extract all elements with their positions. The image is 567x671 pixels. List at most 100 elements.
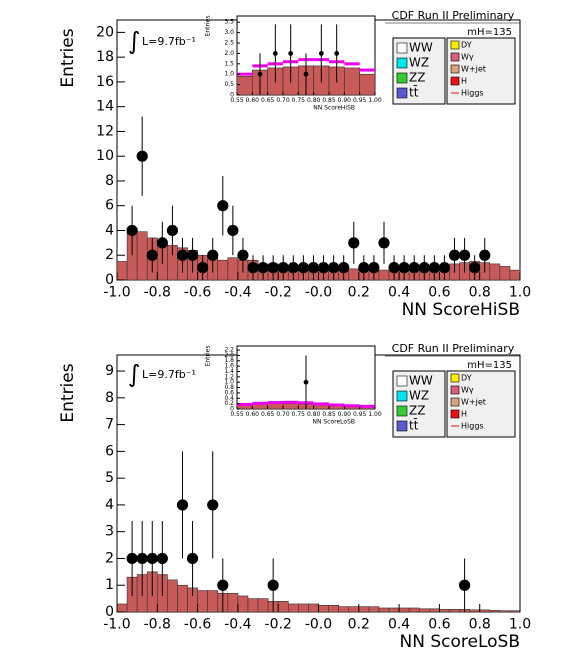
histogram-bar <box>358 606 370 613</box>
x-tick-label: 0.80 <box>307 97 321 104</box>
histogram-bar <box>257 598 269 613</box>
x-tick-label: -1.0 <box>103 617 130 633</box>
histogram-bar <box>313 404 330 410</box>
legend-label: tt̄ <box>409 85 419 99</box>
inset-x-label: NN ScoreHiSB <box>313 105 355 112</box>
y-tick-label: 20 <box>96 24 114 40</box>
histogram-bar <box>282 403 299 410</box>
data-point <box>176 249 189 261</box>
data-point <box>448 249 461 261</box>
histogram-bar <box>348 268 360 281</box>
data-point <box>186 249 199 261</box>
y-tick-label: 2.5 <box>224 40 234 47</box>
x-tick-label: 0.2 <box>348 285 370 301</box>
x-tick-label: -0.4 <box>224 617 251 633</box>
x-tick-label: 0.2 <box>348 617 370 633</box>
x-tick-label: 0.70 <box>276 97 290 104</box>
legend-label: DY <box>461 41 472 50</box>
data-point <box>307 262 320 274</box>
data-point <box>318 51 324 56</box>
data-point <box>334 51 340 56</box>
y-tick-label: 7 <box>105 417 114 433</box>
x-tick-label: 0.60 <box>246 97 260 104</box>
y-tick-label: 0.4 <box>224 395 234 402</box>
y-axis-label: Entries <box>58 28 78 87</box>
data-point <box>303 379 309 385</box>
x-tick-label: 1.00 <box>368 411 382 418</box>
y-tick-label: 4 <box>105 497 114 513</box>
y-axis-label: Entries <box>58 363 78 422</box>
x-tick-label: 1.0 <box>509 617 531 633</box>
y-tick-label: 1 <box>105 577 114 593</box>
y-tick-label: 2 <box>105 247 114 263</box>
legend-swatch <box>450 373 460 383</box>
x-axis-label: NN ScoreHiSB <box>402 300 520 320</box>
legend-label: Wγ <box>461 53 474 62</box>
x-tick-label: 0.85 <box>322 97 336 104</box>
histogram-bar <box>267 403 284 410</box>
histogram-bar <box>509 269 521 281</box>
histogram-bar <box>378 269 390 281</box>
y-tick-label: 6 <box>105 198 114 214</box>
legend-label: WW <box>409 41 433 55</box>
data-point <box>207 249 219 261</box>
histogram-bar <box>136 231 148 281</box>
y-tick-label: 14 <box>96 99 114 115</box>
x-tick-label: 0.8 <box>469 285 491 301</box>
data-point <box>358 262 370 274</box>
data-point <box>428 262 440 274</box>
histogram-bar <box>499 266 511 281</box>
legend-label: Wγ <box>461 386 474 395</box>
y-tick-label: 1.0 <box>224 379 234 386</box>
legend-label: ZZ <box>409 404 425 418</box>
legend-label: WW <box>409 374 433 388</box>
luminosity: L=9.7fb⁻¹ <box>142 35 196 48</box>
data-point <box>272 51 278 56</box>
legend-swatch <box>396 420 408 432</box>
y-tick-label: 12 <box>96 123 114 139</box>
x-tick-label: 0.90 <box>338 411 352 418</box>
y-tick-label: 8 <box>105 390 114 406</box>
y-tick-label: 4 <box>105 222 114 238</box>
histogram-bar <box>116 261 128 281</box>
x-tick-label: 1.00 <box>368 97 382 104</box>
y-tick-label: 2.0 <box>224 50 234 57</box>
data-point <box>136 150 148 162</box>
histogram-bar <box>368 606 380 613</box>
histogram-bar <box>277 600 289 613</box>
x-tick-label: -0.0 <box>305 617 332 633</box>
histogram-bar <box>247 598 259 613</box>
data-point <box>126 224 138 237</box>
data-point <box>408 262 420 274</box>
data-point <box>197 262 209 274</box>
legend-label: DY <box>461 374 472 383</box>
histogram-bar <box>449 609 460 613</box>
x-tick-label: 0.8 <box>469 617 491 633</box>
histogram-bar <box>308 603 319 613</box>
histogram-bar <box>207 590 219 613</box>
x-tick-label: 0.55 <box>230 97 244 104</box>
x-tick-label: 0.4 <box>388 285 410 301</box>
y-tick-label: 0 <box>230 92 234 99</box>
histogram-bar <box>479 609 491 613</box>
histogram-bar <box>388 607 400 613</box>
data-point <box>126 552 138 565</box>
data-point <box>186 552 199 565</box>
y-tick-label: 1.5 <box>224 60 234 67</box>
x-tick-label: -0.4 <box>224 285 251 301</box>
data-point <box>146 552 158 565</box>
legend-swatch <box>450 397 460 407</box>
data-point <box>267 579 279 591</box>
legend-swatch <box>450 409 460 419</box>
inset-y-label: Entries <box>205 16 212 37</box>
data-point <box>317 262 330 274</box>
data-point <box>398 262 410 274</box>
legend-label: Higgs <box>461 422 484 431</box>
data-point <box>368 262 380 274</box>
y-tick-label: 1.8 <box>224 357 234 364</box>
y-tick-label: 2.0 <box>224 352 234 359</box>
histogram-bar <box>509 610 521 613</box>
histogram-bar <box>287 603 299 613</box>
y-tick-label: 0.8 <box>224 384 234 391</box>
y-tick-label: 0.6 <box>224 389 234 396</box>
